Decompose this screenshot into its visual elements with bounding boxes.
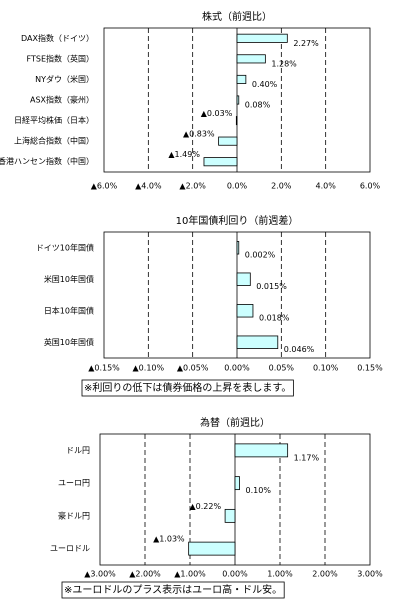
category-label: ユーロ円 <box>58 479 90 488</box>
x-tick-label: 0.05% <box>269 364 295 373</box>
category-label: 日経平均株価（日本） <box>14 115 94 125</box>
category-label: FTSE指数（英国） <box>27 53 94 63</box>
value-label: ▲1.03% <box>153 535 185 544</box>
category-label: ドル円 <box>66 446 90 455</box>
x-tick-label: 0.10% <box>313 364 339 373</box>
category-label: 香港ハンセン指数（中国） <box>0 156 94 166</box>
value-label: 0.10% <box>246 486 272 495</box>
bar <box>188 541 236 556</box>
category-label: ドイツ10年国債 <box>36 242 94 252</box>
chart-title: 株式（前週比） <box>202 10 272 23</box>
value-label: 0.018% <box>259 314 290 323</box>
bar <box>236 33 288 43</box>
x-tick-label: 0.15% <box>357 364 383 373</box>
category-label: NYダウ（米国） <box>35 74 94 84</box>
annotation-box <box>61 581 285 599</box>
value-label: ▲0.03% <box>201 109 233 118</box>
category-label: 日本10年国債 <box>44 305 94 315</box>
bar <box>236 95 240 105</box>
x-tick-label: ▲3.00% <box>84 570 116 579</box>
category-label: 上海総合指数（中国） <box>14 136 94 146</box>
category-label: 英国10年国債 <box>44 337 94 347</box>
bar <box>236 241 240 255</box>
bar <box>235 116 238 126</box>
bar <box>236 74 247 84</box>
x-tick-label: 0.0% <box>227 182 248 191</box>
value-label: 1.17% <box>294 453 320 462</box>
x-tick-label: ▲4.0% <box>135 182 162 191</box>
x-tick-label: 1.00% <box>267 570 293 579</box>
x-tick-label: 2.0% <box>271 182 292 191</box>
bar <box>236 54 266 64</box>
bar <box>234 476 240 491</box>
x-tick-label: ▲0.05% <box>177 364 209 373</box>
bar <box>234 443 289 458</box>
bar <box>236 304 254 318</box>
bar <box>236 272 251 286</box>
value-label: 0.002% <box>245 251 276 260</box>
value-label: ▲0.83% <box>183 130 215 139</box>
x-tick-label: 0.00% <box>222 570 248 579</box>
x-tick-label: 6.0% <box>360 182 381 191</box>
x-tick-label: ▲0.10% <box>133 364 165 373</box>
annotation-box <box>81 379 294 397</box>
x-tick-label: 3.00% <box>357 570 383 579</box>
category-label: ユーロドル <box>50 544 90 553</box>
bar <box>203 157 238 167</box>
value-label: 0.046% <box>284 345 315 354</box>
value-label: 0.015% <box>256 282 287 291</box>
value-label: ▲0.22% <box>190 502 222 511</box>
x-tick-label: ▲2.0% <box>179 182 206 191</box>
bar <box>218 136 238 146</box>
x-tick-label: ▲6.0% <box>91 182 118 191</box>
x-tick-label: 0.00% <box>224 364 250 373</box>
bar <box>236 335 279 349</box>
category-label: 豪ドル円 <box>58 510 90 520</box>
value-label: 1.28% <box>271 59 297 68</box>
category-label: DAX指数（ドイツ） <box>21 33 94 43</box>
x-tick-label: ▲0.15% <box>88 364 120 373</box>
x-tick-label: ▲1.00% <box>174 570 206 579</box>
value-label: 0.40% <box>252 80 278 89</box>
x-tick-label: ▲2.00% <box>129 570 161 579</box>
x-tick-label: 4.0% <box>316 182 337 191</box>
value-label: 0.08% <box>245 101 271 110</box>
category-label: 米国10年国債 <box>44 274 94 284</box>
value-label: 2.27% <box>293 39 319 48</box>
bar <box>224 508 236 523</box>
annotation: ※利回りの低下は債券価格の上昇を表します。 <box>84 381 291 394</box>
category-label: ASX指数（豪州） <box>30 95 94 105</box>
value-label: ▲1.49% <box>168 150 200 159</box>
chart-title: 為替（前週比） <box>200 416 270 429</box>
annotation: ※ユーロドルのプラス表示はユーロ高・ドル安。 <box>64 583 282 596</box>
chart-title: 10年国債利回り（前週差） <box>176 214 299 227</box>
x-tick-label: 2.00% <box>312 570 338 579</box>
